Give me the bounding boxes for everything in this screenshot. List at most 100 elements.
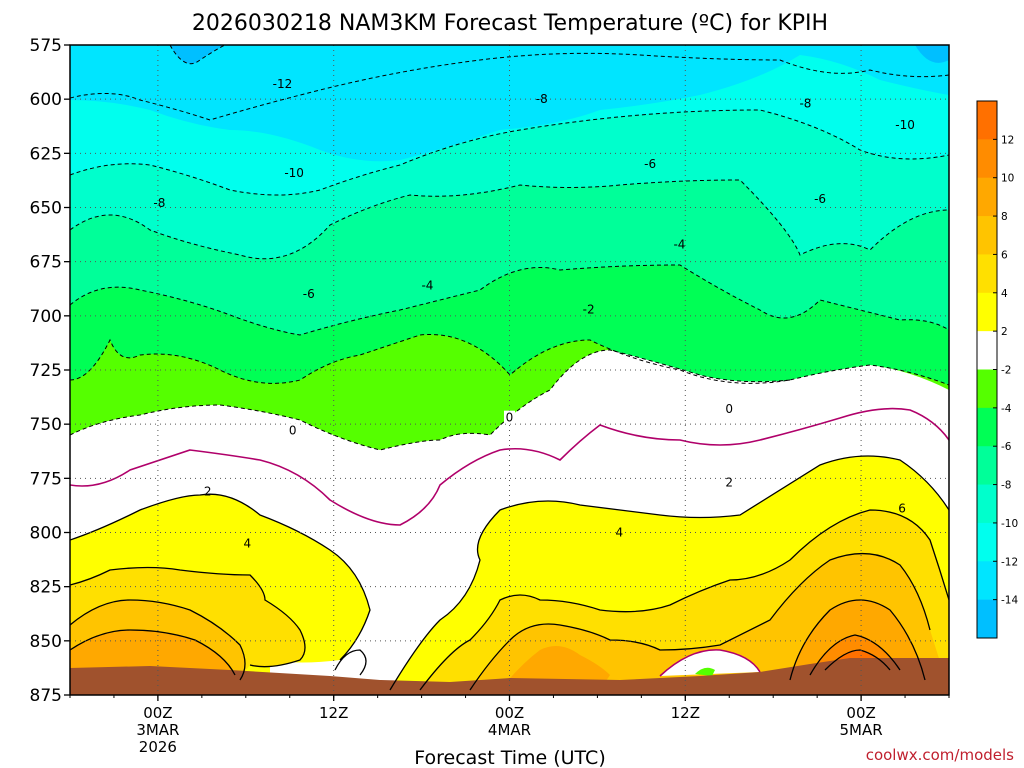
colorbar-label-0: 12 bbox=[1001, 134, 1014, 146]
contour-line-neg10 bbox=[70, 109, 949, 196]
contour-label-18: 4 bbox=[616, 526, 624, 540]
colorbar-label-12: -14 bbox=[1001, 595, 1018, 607]
contour-label-5: -10 bbox=[895, 118, 915, 132]
contour-line-neg14 bbox=[169, 45, 226, 65]
colorbar-label-5: 2 bbox=[1001, 326, 1008, 338]
y-tick-label-10: 825 bbox=[30, 578, 62, 598]
x-tick-label-0-2: 2026 bbox=[139, 738, 177, 756]
contour-label-1: -10 bbox=[284, 166, 304, 180]
colorbar-cell-12 bbox=[977, 561, 997, 601]
y-axis: 575 600 625 650 675 700 725 750 775 800 825 850 875 bbox=[30, 36, 70, 706]
contour-line-pocket-a bbox=[334, 649, 367, 676]
colorbar-cell-5 bbox=[977, 292, 997, 332]
contour-label-3: -8 bbox=[536, 92, 548, 106]
y-tick-label-3: 650 bbox=[30, 199, 62, 219]
contour-label-17: 4 bbox=[243, 536, 251, 550]
y-tick-label-1: 600 bbox=[30, 90, 62, 110]
chart-title: 2026030218 NAM3KM Forecast Temperature (… bbox=[192, 11, 828, 36]
fill-cold-pocket bbox=[695, 667, 715, 676]
contour-label-bg-14 bbox=[723, 402, 735, 415]
contour-line-10 bbox=[809, 634, 901, 676]
contour-label-bg-12 bbox=[287, 423, 299, 437]
y-tick-label-8: 775 bbox=[30, 469, 62, 489]
contour-label-14: 0 bbox=[725, 402, 733, 416]
contour-line-neg2 bbox=[70, 349, 791, 451]
contour-label-12: 0 bbox=[289, 424, 297, 438]
colorbar-cell-1 bbox=[977, 139, 997, 179]
contour-label-0: -12 bbox=[273, 77, 293, 91]
colorbar-label-2: 8 bbox=[1001, 211, 1008, 223]
contour-line-2a bbox=[70, 493, 371, 661]
contour-label-19: 6 bbox=[898, 502, 906, 516]
y-tick-label-5: 700 bbox=[30, 307, 62, 327]
colorbar-cell-8 bbox=[977, 407, 997, 447]
colorbar-cell-4 bbox=[977, 254, 997, 294]
contour-label-11: -2 bbox=[583, 302, 595, 316]
colorbar-cell-0 bbox=[977, 101, 997, 140]
colorbar-label-11: -12 bbox=[1001, 556, 1018, 568]
contour-line-12 bbox=[824, 649, 891, 671]
contour-label-10: -4 bbox=[673, 237, 685, 251]
x-tick-label-0-1: 3MAR bbox=[136, 721, 179, 739]
colorbar-cell-6 bbox=[977, 331, 997, 370]
colorbar: 12 10 8 6 4 2 -2 -4 -6 -8 -10 -12 -14 bbox=[976, 100, 1018, 639]
contour-line-8a bbox=[70, 629, 236, 676]
contour-label-13: 0 bbox=[506, 411, 514, 425]
contour-line-0-pocket bbox=[659, 649, 761, 677]
x-tick-label-4-0: 00Z bbox=[846, 704, 875, 722]
contour-label-4: -8 bbox=[799, 97, 811, 111]
contour-label-8: -6 bbox=[814, 192, 826, 206]
contour-lines bbox=[70, 45, 949, 691]
colorbar-label-1: 10 bbox=[1001, 173, 1014, 185]
contour-label-bg-13 bbox=[504, 410, 515, 424]
y-tick-label-7: 750 bbox=[30, 415, 62, 435]
fill-cold-top bbox=[70, 45, 949, 120]
colorbar-label-3: 6 bbox=[1001, 249, 1008, 261]
fill-t-lt-14-b bbox=[915, 45, 949, 63]
colorbar-cell-11 bbox=[977, 522, 997, 562]
y-tick-label-9: 800 bbox=[30, 524, 62, 544]
contour-line-2b bbox=[389, 455, 949, 691]
x-tick-label-4-1: 5MAR bbox=[840, 721, 883, 739]
contour-line-0 bbox=[70, 407, 949, 526]
contour-line-6b bbox=[469, 552, 931, 691]
colorbar-cell-13 bbox=[977, 599, 997, 639]
contour-line-4b bbox=[419, 509, 949, 691]
contour-label-15: 2 bbox=[204, 484, 212, 498]
contour-label-7: -6 bbox=[644, 157, 656, 171]
colorbar-cell-7 bbox=[977, 369, 997, 409]
colorbar-cell-9 bbox=[977, 446, 997, 486]
colorbar-label-9: -8 bbox=[1001, 480, 1011, 492]
x-tick-label-0-0: 00Z bbox=[143, 704, 172, 722]
contour-line-6a bbox=[70, 599, 246, 681]
fill-t-lt-14-a bbox=[170, 45, 225, 64]
contour-label-2: -8 bbox=[153, 196, 165, 210]
colorbar-cell-10 bbox=[977, 484, 997, 524]
fill-warm-pocket-a bbox=[335, 650, 366, 675]
colorbar-label-4: 4 bbox=[1001, 288, 1008, 300]
colorbar-label-8: -6 bbox=[1001, 441, 1012, 453]
grid bbox=[70, 45, 949, 695]
y-tick-label-11: 850 bbox=[30, 632, 62, 652]
colorbar-label-10: -10 bbox=[1001, 518, 1018, 530]
colorbar-label-7: -4 bbox=[1001, 403, 1012, 415]
x-tick-label-2-0: 00Z bbox=[495, 704, 524, 722]
contour-label-9: -4 bbox=[421, 279, 433, 293]
contour-line-neg8 bbox=[70, 179, 949, 260]
credit-text: coolwx.com/models bbox=[866, 746, 1014, 764]
plot-area: -12 -10 -8 -8 -8 -10 -6 -6 -6 -4 -4 -2 0 0 0 2 2 4 4 6 bbox=[69, 44, 950, 696]
y-tick-label-6: 725 bbox=[30, 361, 62, 381]
x-axis-label: Forecast Time (UTC) bbox=[414, 747, 605, 768]
contour-line-neg6 bbox=[70, 264, 949, 336]
y-tick-label-2: 625 bbox=[30, 144, 62, 164]
x-tick-label-3-0: 12Z bbox=[671, 704, 700, 722]
colorbar-cell-2 bbox=[977, 177, 997, 217]
contour-line-neg4 bbox=[70, 334, 949, 386]
ground-terrain bbox=[70, 658, 949, 695]
contour-label-16: 2 bbox=[725, 476, 733, 490]
y-tick-label-0: 575 bbox=[30, 36, 62, 56]
colorbar-cell-3 bbox=[977, 216, 997, 255]
contour-label-6: -6 bbox=[303, 287, 315, 301]
